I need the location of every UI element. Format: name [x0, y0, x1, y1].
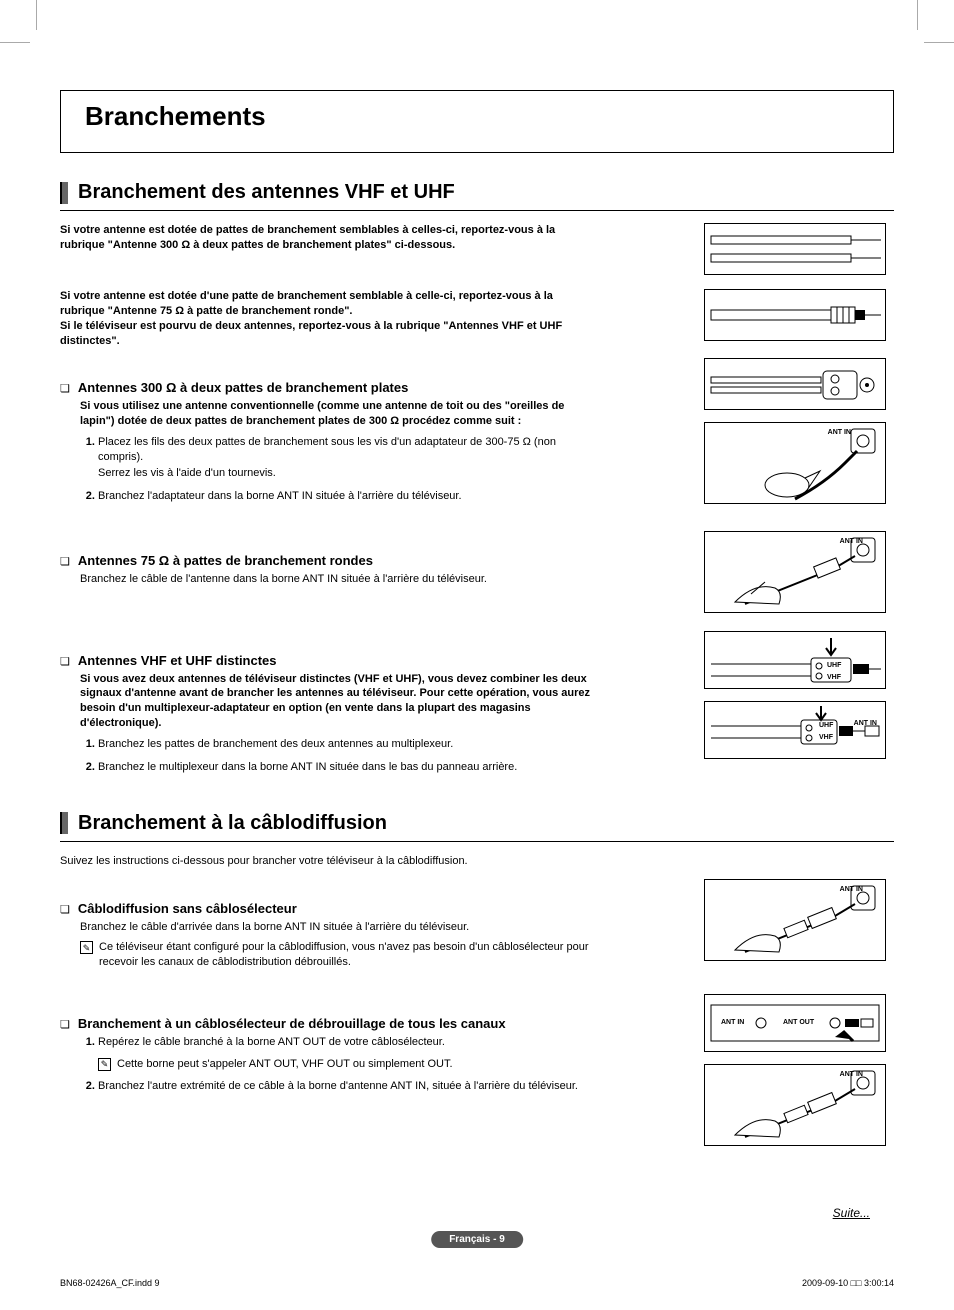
- note-icon: ✎: [98, 1058, 111, 1071]
- sub-no-box: Câblodiffusion sans câblosélecteur Branc…: [60, 879, 894, 977]
- ant-in-label: ANT IN: [840, 886, 863, 893]
- crop-mark: [0, 42, 30, 43]
- ant-out-label: ANT OUT: [783, 1019, 814, 1026]
- section-bar-icon: [60, 812, 68, 834]
- ant-in-label: ANT IN: [854, 720, 877, 727]
- step: Branchez le multiplexeur dans la borne A…: [98, 760, 600, 775]
- section-title-row: Branchement à la câblodiffusion: [60, 812, 894, 842]
- figure-flat-leads: [704, 223, 886, 275]
- note-text: Cette borne peut s'appeler ANT OUT, VHF …: [117, 1057, 453, 1072]
- ant-in-label: ANT IN: [840, 538, 863, 545]
- sub-intro: Si vous utilisez une antenne conventionn…: [80, 399, 600, 429]
- vhf-label: VHF: [827, 674, 841, 681]
- print-footer: BN68-02426A_CF.indd 9 2009-09-10 □□ 3:00…: [60, 1278, 894, 1288]
- steps-list: Branchez les pattes de branchement des d…: [80, 737, 600, 776]
- note-text: Ce téléviseur étant configuré pour la câ…: [99, 940, 600, 970]
- steps-list: Repérez le câble branché à la borne ANT …: [80, 1035, 600, 1095]
- intro-block-2: Si votre antenne est dotée d'une patte d…: [60, 289, 894, 358]
- chapter-title: Branchements: [85, 101, 869, 132]
- step: Placez les fils des deux pattes de branc…: [98, 435, 600, 481]
- uhf-label: UHF: [819, 722, 833, 729]
- sub-intro: Si vous avez deux antennes de téléviseur…: [80, 672, 600, 731]
- figure-round-lead: [704, 289, 886, 341]
- ant-in-label: ANT IN: [840, 1071, 863, 1078]
- intro-text: Si votre antenne est dotée de pattes de …: [60, 223, 600, 253]
- section-cable: Branchement à la câblodiffusion Suivez l…: [60, 812, 894, 1146]
- figure-combiner: UHF VHF: [704, 631, 886, 689]
- intro-block-1: Si votre antenne est dotée de pattes de …: [60, 223, 894, 275]
- sub-separate: Antennes VHF et UHF distinctes Si vous a…: [60, 631, 894, 784]
- note-icon: ✎: [80, 941, 93, 954]
- sub-title: Antennes 75 Ω à pattes de branchement ro…: [80, 553, 600, 568]
- sub-with-box: Branchement à un câblosélecteur de débro…: [60, 994, 894, 1146]
- figure-adapter-plug: ANT IN: [704, 422, 886, 504]
- intro-text: Si votre antenne est dotée d'une patte d…: [60, 289, 600, 348]
- crop-mark: [36, 0, 37, 30]
- sub-75ohm: Antennes 75 Ω à pattes de branchement ro…: [60, 531, 894, 613]
- figure-box-to-tv: ANT IN: [704, 1064, 886, 1146]
- chapter-box: Branchements: [60, 90, 894, 153]
- figure-combiner-plug: UHF VHF ANT IN: [704, 701, 886, 759]
- ant-in-label: ANT IN: [828, 429, 851, 436]
- step: Branchez les pattes de branchement des d…: [98, 737, 600, 752]
- footer-right: 2009-09-10 □□ 3:00:14: [802, 1278, 894, 1288]
- ant-in-label: ANT IN: [721, 1019, 744, 1026]
- step-text: Serrez les vis à l'aide d'un tournevis.: [98, 467, 276, 479]
- crop-mark: [917, 0, 918, 30]
- step-text: Placez les fils des deux pattes de branc…: [98, 436, 556, 463]
- step: Repérez le câble branché à la borne ANT …: [98, 1035, 600, 1071]
- step-text: Repérez le câble branché à la borne ANT …: [98, 1036, 445, 1048]
- section-title-row: Branchement des antennes VHF et UHF: [60, 181, 894, 211]
- sub-title: Câblodiffusion sans câblosélecteur: [80, 901, 600, 916]
- continued-label: Suite...: [833, 1206, 870, 1220]
- footer-left: BN68-02426A_CF.indd 9: [60, 1278, 160, 1288]
- sub-title: Antennes VHF et UHF distinctes: [80, 653, 600, 668]
- note: ✎ Ce téléviseur étant configuré pour la …: [80, 940, 600, 970]
- sub-300ohm: Antennes 300 Ω à deux pattes de branchem…: [60, 358, 894, 512]
- section-intro: Suivez les instructions ci-dessous pour …: [60, 854, 894, 869]
- step: Branchez l'adaptateur dans la borne ANT …: [98, 489, 600, 504]
- figure-cable-box: ANT IN ANT OUT: [704, 994, 886, 1052]
- sub-text: Branchez le câble de l'antenne dans la b…: [80, 572, 600, 587]
- page-number-pill: Français - 9: [431, 1231, 523, 1248]
- vhf-label: VHF: [819, 734, 833, 741]
- sub-text: Branchez le câble d'arrivée dans la born…: [80, 920, 600, 935]
- figure-75-plug: ANT IN: [704, 531, 886, 613]
- sub-title: Branchement à un câblosélecteur de débro…: [80, 1016, 600, 1031]
- section-title: Branchement des antennes VHF et UHF: [78, 181, 455, 204]
- steps-list: Placez les fils des deux pattes de branc…: [80, 435, 600, 505]
- section-title: Branchement à la câblodiffusion: [78, 812, 387, 835]
- step: Branchez l'autre extrémité de ce câble à…: [98, 1079, 600, 1094]
- section-bar-icon: [60, 182, 68, 204]
- figure-adapter: [704, 358, 886, 410]
- section-vhf-uhf: Branchement des antennes VHF et UHF Si v…: [60, 181, 894, 784]
- note: ✎ Cette borne peut s'appeler ANT OUT, VH…: [98, 1057, 600, 1072]
- crop-mark: [924, 42, 954, 43]
- uhf-label: UHF: [827, 662, 841, 669]
- sub-title: Antennes 300 Ω à deux pattes de branchem…: [80, 380, 600, 395]
- page: Branchements Branchement des antennes VH…: [0, 0, 954, 1310]
- figure-cable-direct: ANT IN: [704, 879, 886, 961]
